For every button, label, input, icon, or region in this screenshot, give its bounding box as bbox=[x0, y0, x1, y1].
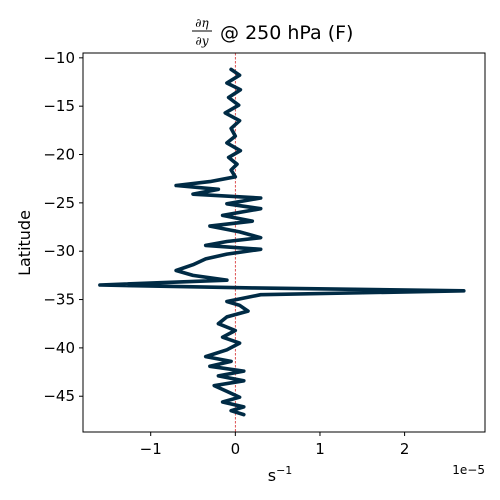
y-tick-label: −15 bbox=[43, 97, 75, 115]
x-tick-label: 0 bbox=[231, 440, 241, 458]
title-fraction-numerator: ∂η bbox=[195, 16, 209, 30]
y-tick-label: −20 bbox=[43, 146, 75, 164]
y-axis-label: Latitude bbox=[15, 210, 34, 276]
y-tick-label: −10 bbox=[43, 49, 75, 67]
series-line bbox=[98, 67, 466, 417]
x-tick-label: 1 bbox=[315, 440, 325, 458]
svg-text:s−1: s−1 bbox=[268, 464, 293, 485]
title-fraction-denominator: ∂y bbox=[196, 34, 209, 48]
x-axis-offset-label: 1e−5 bbox=[452, 463, 485, 477]
x-axis: −1 0 1 2 bbox=[140, 432, 410, 458]
x-axis-label-superscript: −1 bbox=[276, 464, 292, 477]
x-axis-label-base: s bbox=[268, 466, 276, 485]
y-tick-label: −35 bbox=[43, 291, 75, 309]
y-tick-label: −40 bbox=[43, 339, 75, 357]
y-tick-label: −30 bbox=[43, 242, 75, 260]
x-tick-label: −1 bbox=[140, 440, 162, 458]
plot-frame bbox=[82, 52, 486, 433]
y-tick-label: −25 bbox=[43, 194, 75, 212]
x-tick-label: 2 bbox=[400, 440, 410, 458]
x-axis-label: s−1 bbox=[268, 464, 293, 485]
chart-title: ∂η ∂y @ 250 hPa (F) bbox=[192, 16, 353, 48]
title-text: @ 250 hPa (F) bbox=[214, 22, 353, 44]
y-tick-label: −45 bbox=[43, 387, 75, 405]
y-axis: −10 −15 −20 −25 −30 −35 −40 −45 bbox=[43, 49, 83, 405]
